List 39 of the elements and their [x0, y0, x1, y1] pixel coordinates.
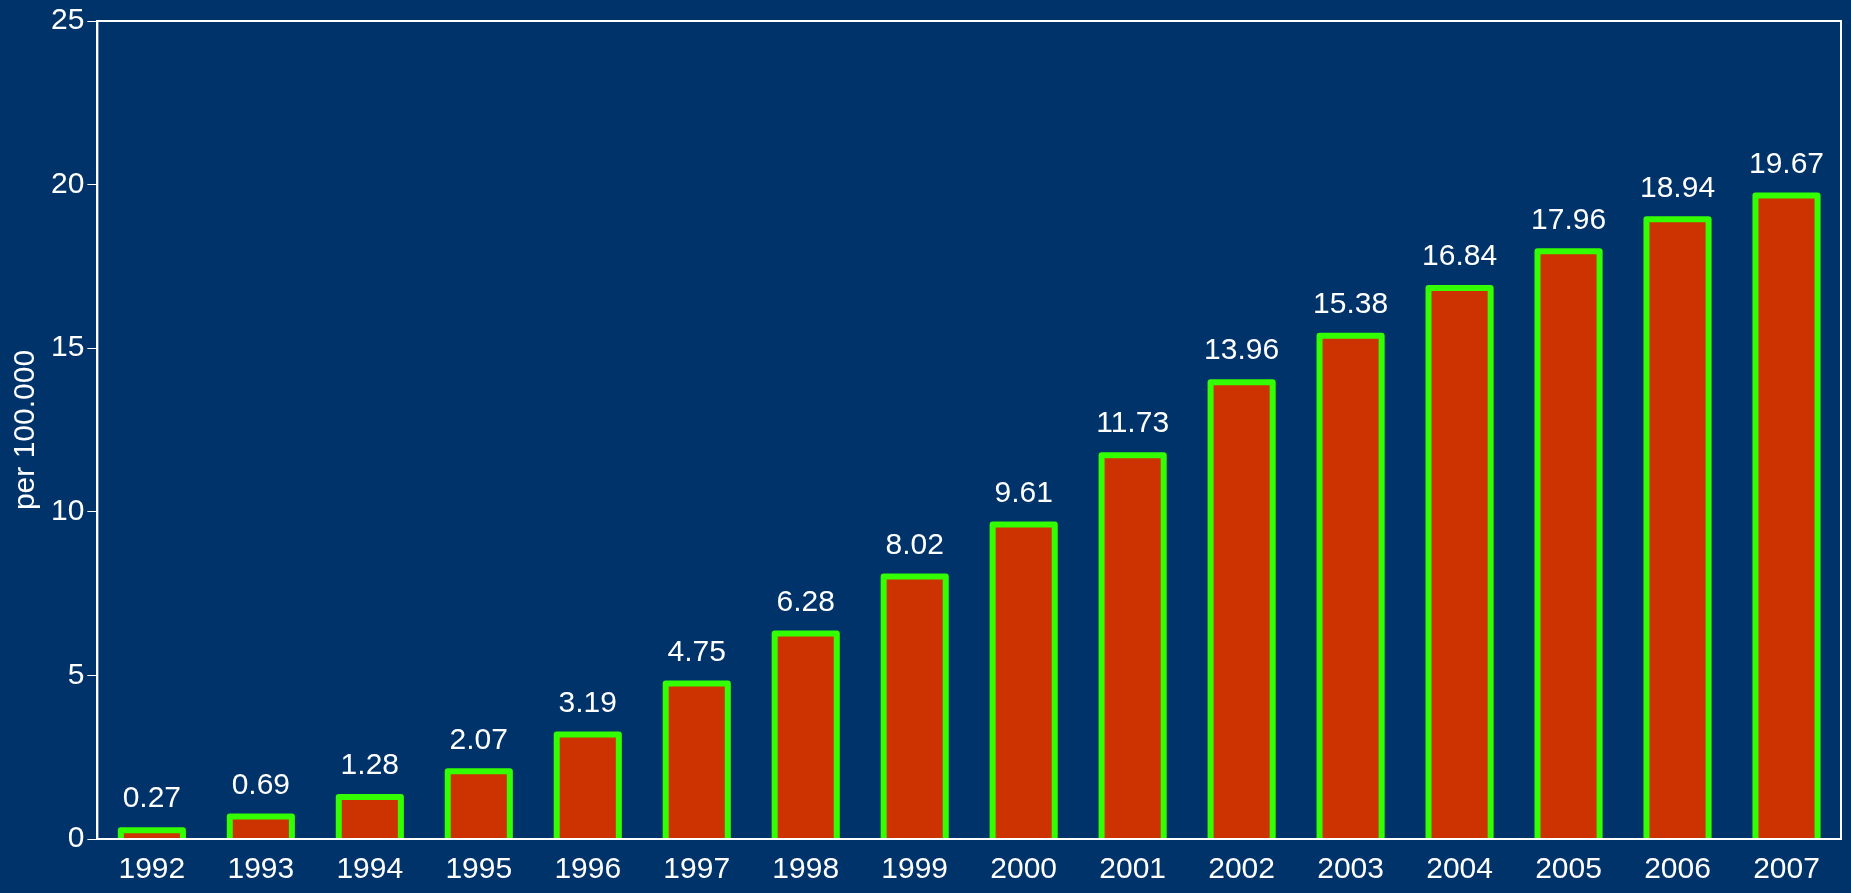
data-label: 2.07	[449, 721, 508, 755]
x-tick-label: 1995	[445, 851, 513, 885]
data-label: 0.27	[122, 780, 182, 814]
data-label: 4.75	[667, 633, 726, 667]
x-tick-label: 1996	[554, 851, 622, 885]
x-tick-label: 2005	[1535, 851, 1602, 885]
x-tick-label: 2001	[1099, 851, 1167, 885]
y-tick-label: 20	[50, 165, 85, 199]
data-label: 11.73	[1096, 405, 1170, 439]
data-label: 3.19	[558, 684, 617, 718]
data-label: 6.28	[776, 583, 835, 617]
data-label: 13.96	[1204, 332, 1280, 366]
x-tick-label: 1999	[881, 851, 949, 885]
x-tick-label: 2002	[1208, 851, 1275, 885]
y-tick-label: 5	[67, 656, 85, 690]
y-tick-label: 25	[50, 2, 85, 36]
y-tick-label: 15	[50, 329, 85, 363]
data-label: 0.69	[231, 766, 291, 800]
x-tick-label: 1993	[227, 851, 295, 885]
x-tick-label: 1992	[118, 851, 186, 885]
x-tick-label: 2006	[1644, 851, 1711, 885]
x-tick-label: 2003	[1317, 851, 1384, 885]
x-tick-label: 1997	[663, 851, 731, 885]
data-label: 8.02	[885, 526, 944, 560]
data-label: 19.67	[1748, 145, 1825, 179]
y-tick-label: 0	[67, 820, 85, 854]
data-label: 18.94	[1640, 169, 1716, 203]
x-tick-label: 2000	[990, 851, 1058, 885]
data-label: 17.96	[1531, 201, 1607, 235]
x-tick-label: 2007	[1753, 851, 1820, 885]
data-label: 1.28	[340, 747, 400, 781]
data-label: 9.61	[994, 474, 1053, 508]
x-tick-label: 2004	[1426, 851, 1493, 885]
x-tick-label: 1994	[336, 851, 404, 885]
y-axis-title: per 100.000	[7, 349, 41, 511]
data-label: 15.38	[1313, 286, 1389, 320]
y-tick-label: 10	[50, 493, 85, 527]
x-tick-label: 1998	[772, 851, 840, 885]
data-label: 16.84	[1422, 238, 1498, 272]
